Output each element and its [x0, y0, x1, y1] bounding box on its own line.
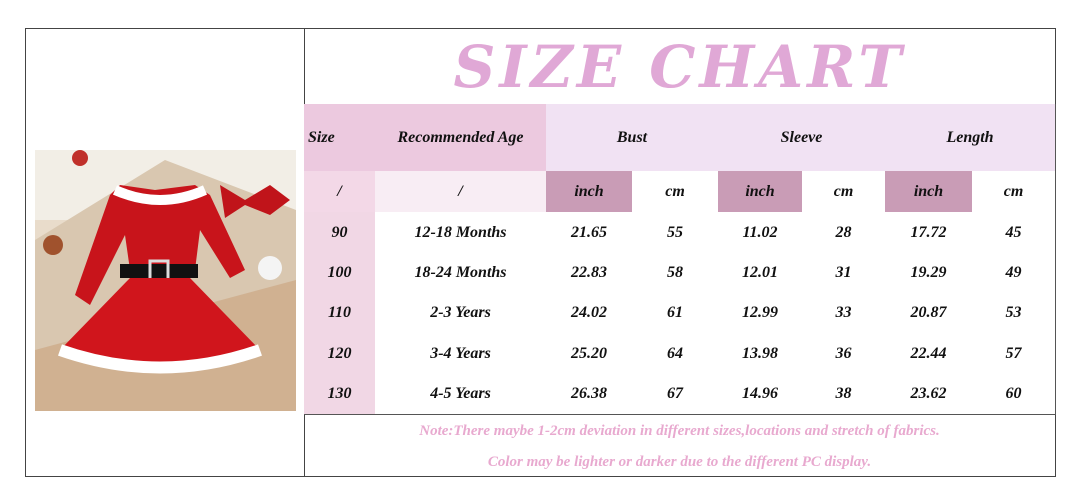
subheader-cell: /	[304, 171, 376, 213]
table-cell: 38	[802, 374, 886, 415]
table-cell: 28	[802, 212, 886, 254]
table-cell: 13.98	[718, 333, 803, 375]
table-cell: 14.96	[718, 374, 803, 415]
table-cell: 12-18 Months	[375, 212, 547, 254]
title: SIZE CHART	[453, 33, 906, 101]
table-cell: 55	[632, 212, 719, 254]
table-cell: 25.20	[546, 333, 633, 375]
table-cell: 61	[632, 293, 719, 334]
table-cell: 45	[972, 212, 1056, 254]
header-cell: Bust	[546, 104, 719, 172]
table-cell: 53	[972, 293, 1056, 334]
table-cell: 58	[632, 253, 719, 294]
table-cell: 4-5 Years	[375, 374, 547, 415]
table-cell: 18-24 Months	[375, 253, 547, 294]
table-cell: 3-4 Years	[375, 333, 547, 375]
table-cell: 31	[802, 253, 886, 294]
table-cell: 19.29	[885, 253, 973, 294]
subheader-cell: cm	[802, 171, 886, 213]
subheader-cell: inch	[718, 171, 803, 213]
table-cell: 33	[802, 293, 886, 334]
subheader-cell: /	[375, 171, 547, 213]
table-cell: 23.62	[885, 374, 973, 415]
table-cell: 36	[802, 333, 886, 375]
table-cell: 130	[304, 374, 376, 415]
header-cell: Sleeve	[718, 104, 886, 172]
table-cell: 110	[304, 293, 376, 334]
product-photo	[35, 150, 296, 411]
subheader-cell: cm	[632, 171, 719, 213]
table-cell: 100	[304, 253, 376, 294]
subheader-cell: cm	[972, 171, 1056, 213]
table-cell: 21.65	[546, 212, 633, 254]
table-cell: 67	[632, 374, 719, 415]
header-cell: Size	[304, 104, 376, 172]
table-cell: 120	[304, 333, 376, 375]
table-cell: 20.87	[885, 293, 973, 334]
subheader-cell: inch	[546, 171, 633, 213]
table-cell: 12.01	[718, 253, 803, 294]
table-cell: 26.38	[546, 374, 633, 415]
table-cell: 49	[972, 253, 1056, 294]
subheader-cell: inch	[885, 171, 973, 213]
table-cell: 90	[304, 212, 376, 254]
table-cell: 17.72	[885, 212, 973, 254]
table-cell: 64	[632, 333, 719, 375]
table-cell: 57	[972, 333, 1056, 375]
note: Color may be lighter or darker due to th…	[487, 454, 872, 470]
table-cell: 22.83	[546, 253, 633, 294]
table-cell: 2-3 Years	[375, 293, 547, 334]
table-cell: 24.02	[546, 293, 633, 334]
note: Note:There maybe 1-2cm deviation in diff…	[419, 423, 940, 439]
header-cell: Recommended Age	[375, 104, 547, 172]
table-cell: 60	[972, 374, 1056, 415]
header-cell: Length	[885, 104, 1056, 172]
table-cell: 22.44	[885, 333, 973, 375]
table-cell: 11.02	[718, 212, 803, 254]
table-cell: 12.99	[718, 293, 803, 334]
